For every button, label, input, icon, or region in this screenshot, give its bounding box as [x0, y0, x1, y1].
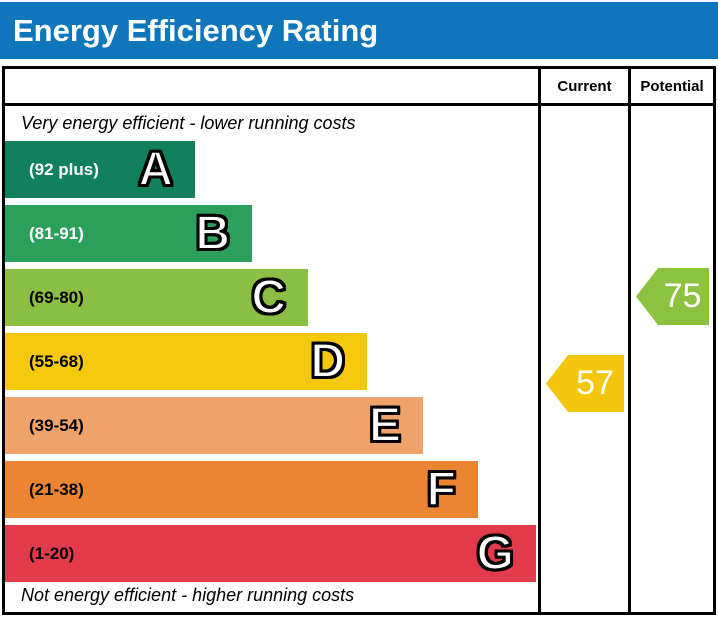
band-list: (92 plus) A (81-91) B (69-80) C (55-68) …: [5, 141, 538, 589]
top-note: Very energy efficient - lower running co…: [21, 113, 356, 133]
column-header-potential: Potential: [628, 69, 713, 103]
band-a-range: (92 plus): [29, 159, 99, 179]
band-f-range: (21-38): [29, 479, 84, 499]
band-b: (81-91) B: [5, 205, 252, 262]
band-g-letter: G: [476, 526, 515, 580]
band-e-range: (39-54): [29, 415, 84, 435]
band-e: (39-54) E: [5, 397, 423, 454]
band-a: (92 plus) A: [5, 141, 195, 198]
band-d-range: (55-68): [29, 351, 84, 371]
page-title: Energy Efficiency Rating: [13, 12, 379, 48]
band-f: (21-38) F: [5, 461, 478, 518]
bottom-note: Not energy efficient - higher running co…: [21, 585, 355, 605]
band-f-letter: F: [426, 462, 457, 516]
header-spacer: [5, 69, 538, 103]
potential-rating-marker: 75: [636, 268, 709, 325]
potential-rating-value: 75: [663, 277, 702, 315]
band-e-letter: E: [368, 398, 402, 452]
band-c-letter: C: [250, 270, 287, 324]
band-g-range: (1-20): [29, 543, 75, 563]
bands-area: Very energy efficient - lower running co…: [5, 106, 538, 612]
table-header-row: Current Potential: [5, 69, 713, 106]
current-rating-value: 57: [576, 364, 614, 402]
band-b-range: (81-91): [29, 223, 84, 243]
table-body: Very energy efficient - lower running co…: [5, 106, 713, 612]
band-c: (69-80) C: [5, 269, 308, 326]
band-g: (1-20) G: [5, 525, 536, 582]
current-rating-marker: 57: [546, 355, 624, 412]
band-c-range: (69-80): [29, 287, 84, 307]
column-header-current: Current: [538, 69, 628, 103]
rating-table: Current Potential Very energy efficient …: [2, 66, 716, 615]
band-a-letter: A: [137, 142, 174, 196]
current-rating-column: 57: [538, 106, 628, 612]
title-bar: Energy Efficiency Rating: [0, 2, 718, 59]
band-d: (55-68) D: [5, 333, 367, 390]
band-b-letter: B: [194, 206, 231, 260]
potential-rating-column: 75: [628, 106, 713, 612]
band-d-letter: D: [309, 334, 346, 388]
